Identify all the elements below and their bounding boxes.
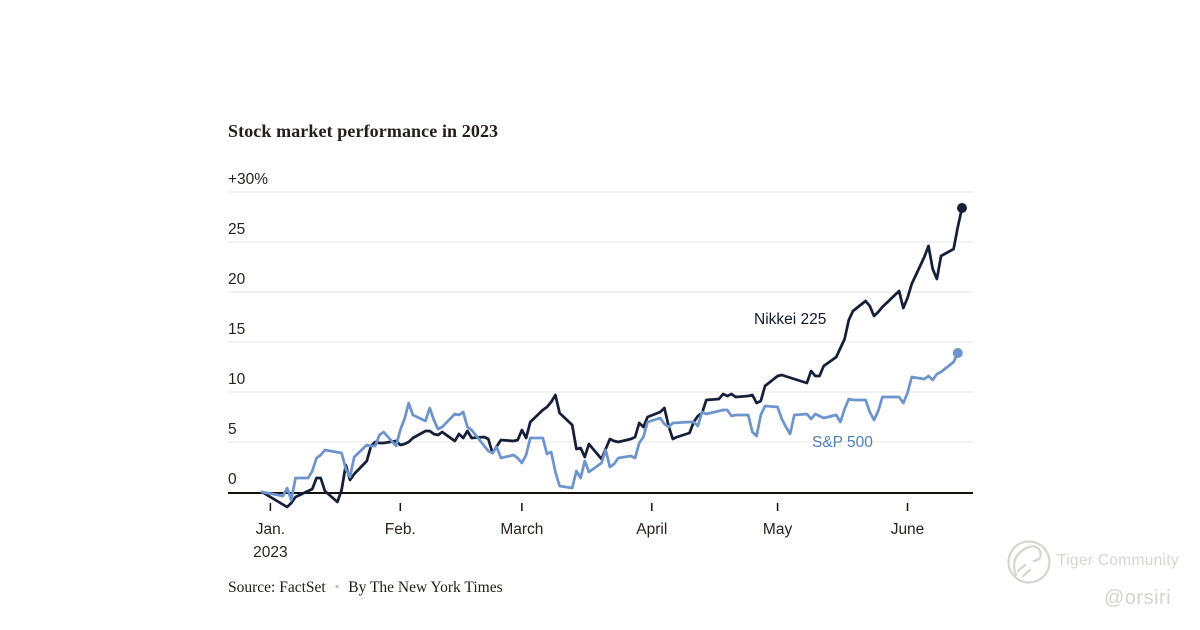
chart-title: Stock market performance in 2023 bbox=[228, 121, 499, 141]
byline-text: By The New York Times bbox=[348, 579, 503, 596]
series-lines bbox=[260, 203, 967, 509]
y-axis-label: 20 bbox=[228, 271, 246, 288]
x-axis-year-label: 2023 bbox=[253, 544, 288, 561]
y-axis-label: 15 bbox=[228, 321, 246, 338]
source-byline-row: Source: FactSet • By The New York Times bbox=[228, 579, 503, 597]
x-axis-label: Feb. bbox=[384, 521, 416, 538]
separator-dot-icon: • bbox=[334, 579, 340, 594]
x-axis-label: Jan. bbox=[255, 521, 286, 538]
x-axis-label: June bbox=[890, 521, 925, 538]
y-axis-label: +30% bbox=[228, 171, 269, 188]
y-axis-label: 5 bbox=[228, 421, 237, 438]
watermark-brand: Tiger Community bbox=[1057, 552, 1179, 569]
gridlines bbox=[228, 191, 973, 511]
y-axis-label: 10 bbox=[228, 371, 246, 388]
source-text: Source: FactSet bbox=[228, 579, 326, 596]
x-axis-label: May bbox=[762, 521, 793, 538]
tiger-community-logo-icon bbox=[1007, 540, 1051, 584]
watermark-handle: @orsiri bbox=[1104, 587, 1172, 609]
x-axis-label: March bbox=[500, 521, 544, 538]
x-axis-label: April bbox=[636, 521, 668, 538]
y-axis-label: 25 bbox=[228, 221, 246, 238]
series-label-sp-500: S&P 500 bbox=[812, 434, 873, 451]
y-axis-label: 0 bbox=[228, 471, 237, 488]
series-label-nikkei-225: Nikkei 225 bbox=[754, 311, 827, 328]
